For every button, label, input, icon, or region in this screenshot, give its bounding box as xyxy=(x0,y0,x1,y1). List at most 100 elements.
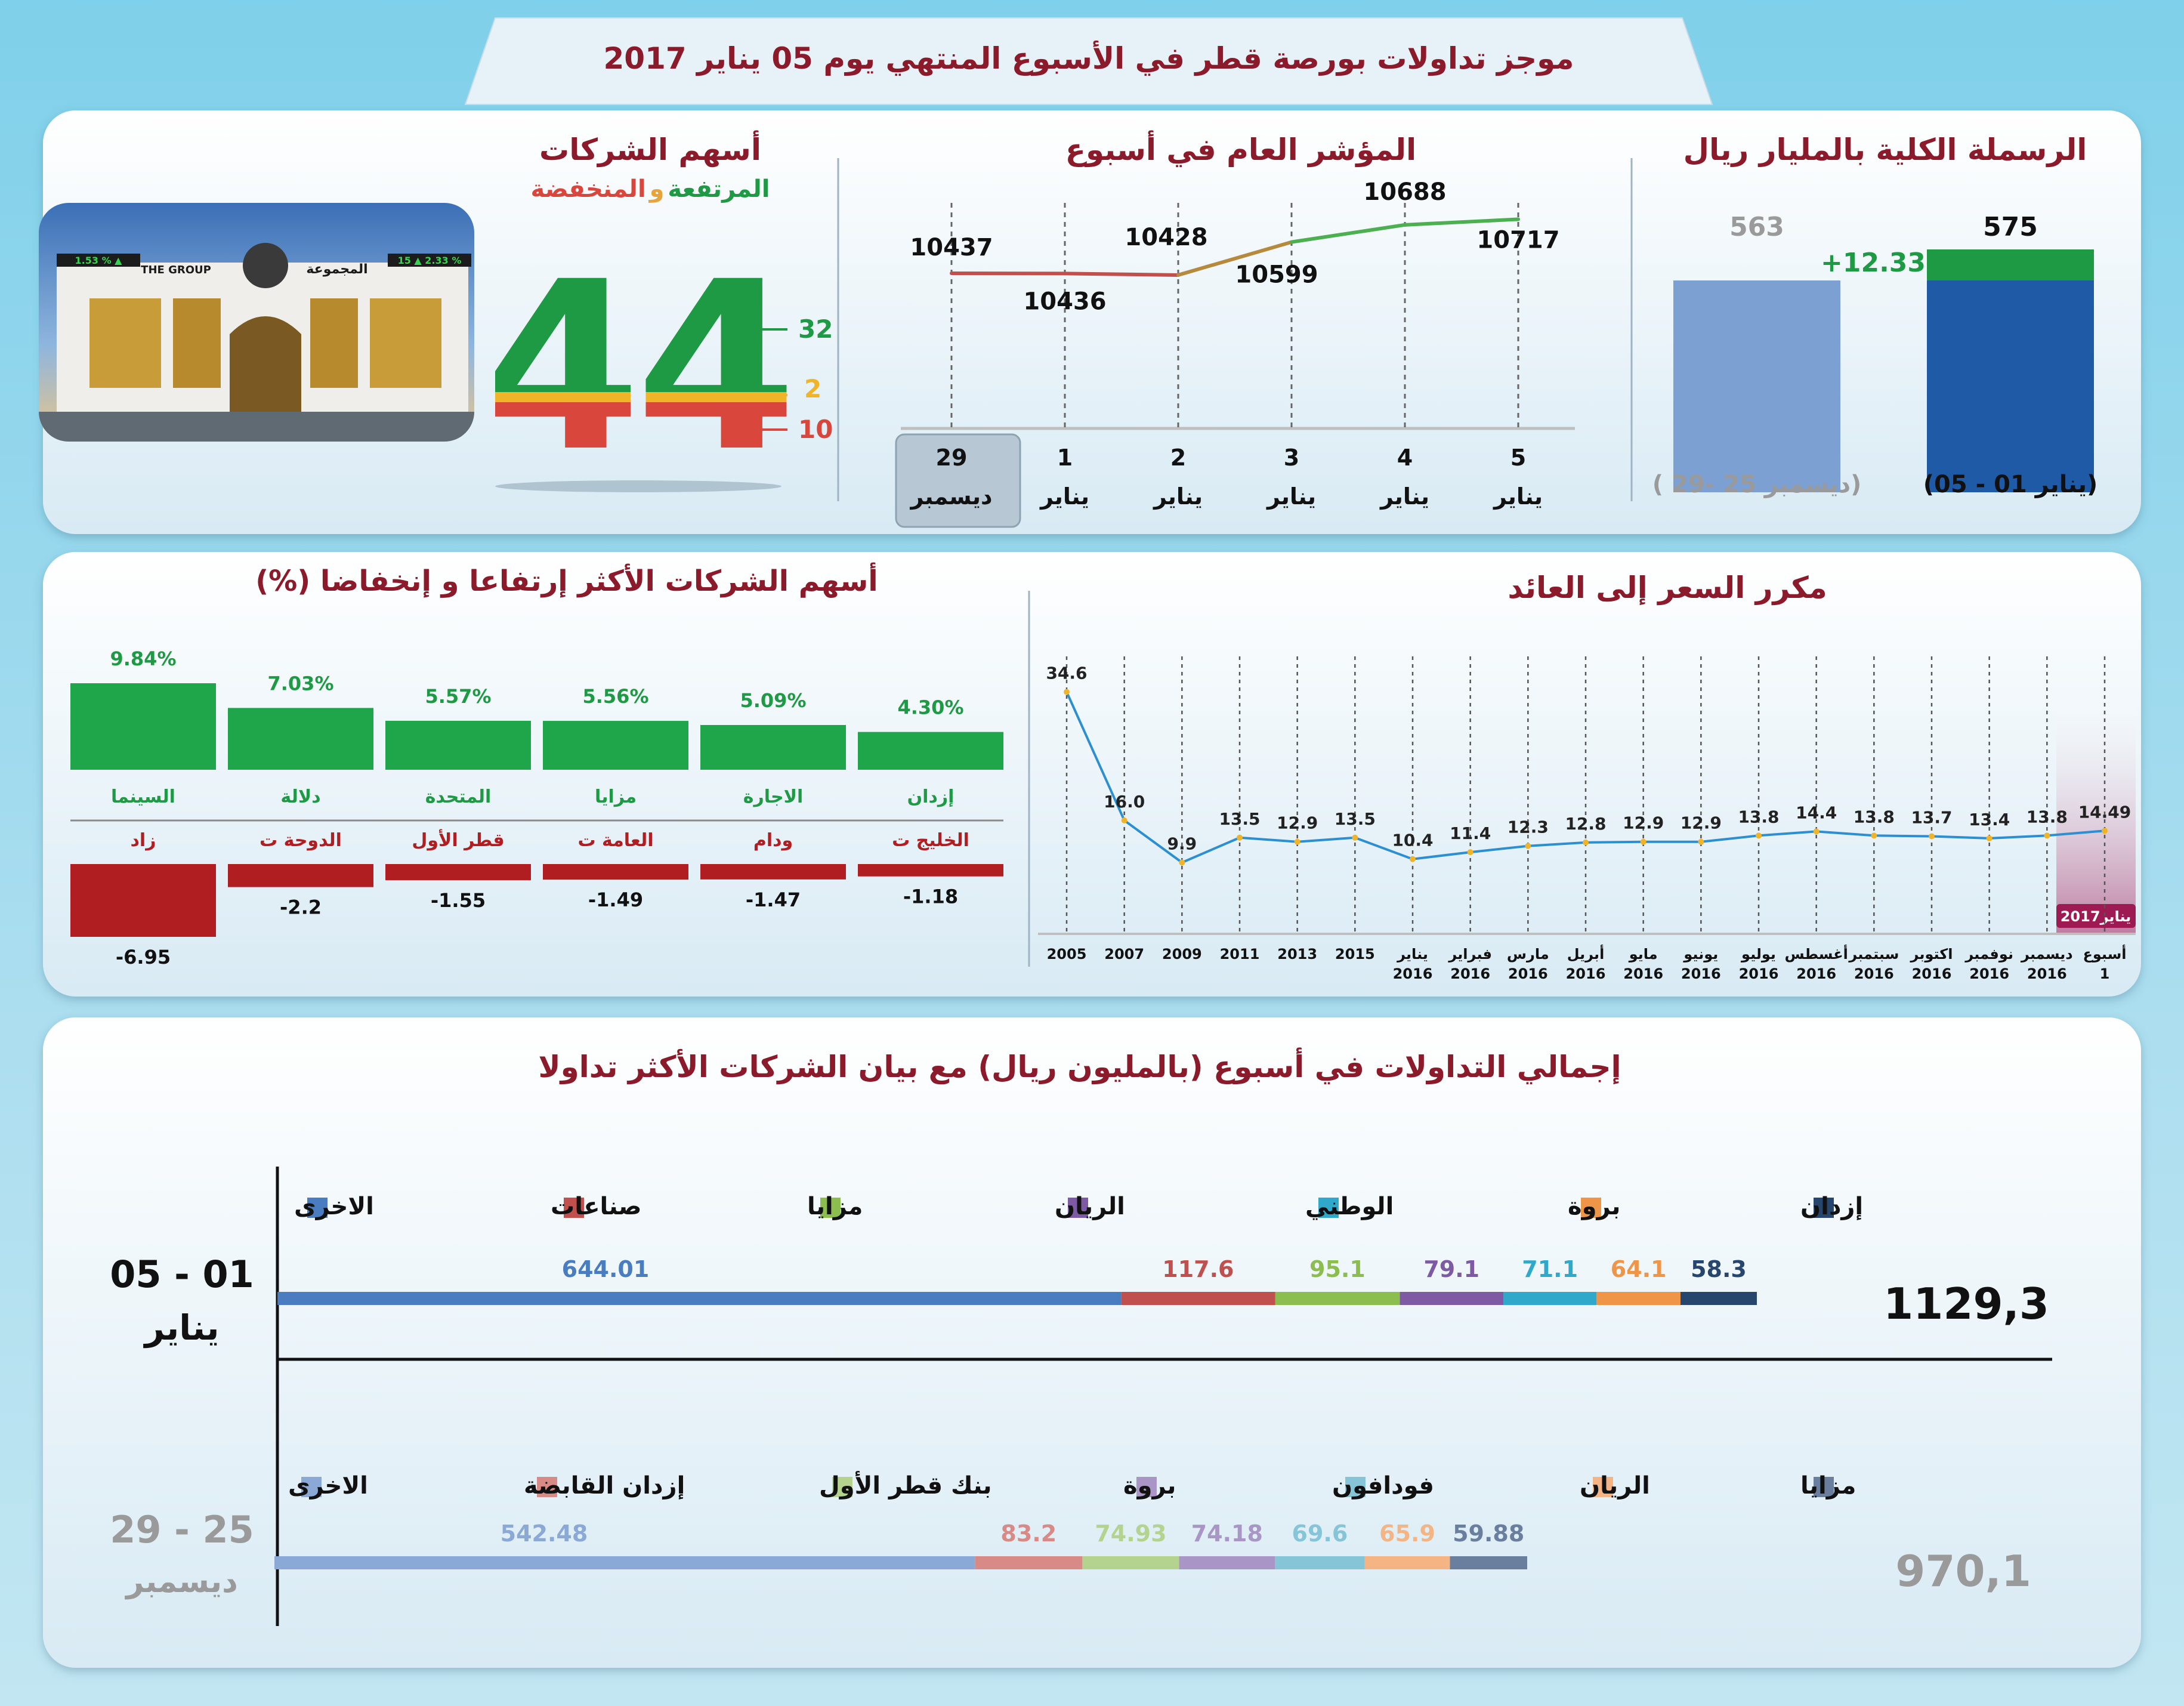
trading-segment-value: 71.1 xyxy=(1522,1256,1578,1282)
building-sign-en: THE GROUP xyxy=(141,264,211,276)
gainer-value-label: 7.03% xyxy=(267,672,333,695)
pe-x-label-line1: فبراير xyxy=(1448,946,1492,962)
index-x-day: 4 xyxy=(1397,445,1413,471)
panel-middle xyxy=(43,552,2141,997)
trading-segment-value: 59.88 xyxy=(1453,1520,1524,1547)
pe-x-labels: 2005 2007 2009 2011 2013 2015 يناير 2016 فبراير 2… xyxy=(1047,945,2127,982)
trading-legend-swatch xyxy=(1318,1198,1339,1218)
pe-point xyxy=(1756,832,1762,839)
trading-segment xyxy=(1596,1292,1681,1305)
pe-x-label-line2: 2016 xyxy=(1393,965,1433,982)
trading-legend-swatch xyxy=(1068,1198,1088,1218)
pe-value-label: 13.5 xyxy=(1335,809,1376,829)
pe-value-label: 34.6 xyxy=(1046,664,1087,683)
trading-legend-label: الوطني xyxy=(1305,1193,1394,1220)
trading-previous-period-line2: ديسمبر xyxy=(124,1564,238,1600)
pe-point xyxy=(1986,835,1993,841)
trading-legend-swatch xyxy=(301,1477,322,1497)
companies-subtitle-down: المنخفضة xyxy=(531,175,646,203)
pe-value-label: 14.4 xyxy=(1796,803,1837,822)
index-value-labels: 10437 10436 10428 10599 10688 10717 xyxy=(910,178,1559,316)
ticker-right: 15 ▲ 2.33 % xyxy=(398,255,462,266)
pe-point xyxy=(1352,834,1358,841)
pe-value-label: 12.8 xyxy=(1565,814,1606,834)
pe-value-label: 12.9 xyxy=(1277,813,1318,833)
trading-legend-label: بروة xyxy=(1123,1472,1176,1500)
pe-point xyxy=(1179,859,1185,866)
pe-x-label-line1: ديسمبر xyxy=(2021,946,2073,962)
gainer-name: المتحدة xyxy=(425,786,492,807)
companies-down-count: 10 xyxy=(798,415,833,444)
index-x-day: 5 xyxy=(1510,445,1526,471)
pe-point xyxy=(1525,843,1531,849)
companies-title: أسهم الشركات xyxy=(539,130,761,168)
trading-legend-swatch xyxy=(1345,1477,1366,1497)
gainer-bar xyxy=(70,683,216,770)
index-x-day: 3 xyxy=(1284,445,1299,471)
loser-value-label: -1.18 xyxy=(903,886,958,908)
pe-x-label-line2: 2016 xyxy=(1969,965,2009,982)
pe-value-label: 14.49 xyxy=(2078,802,2132,822)
pe-point xyxy=(1467,849,1473,856)
pe-x-label-line2: 2016 xyxy=(1450,965,1490,982)
pe-x-label-line1: 2015 xyxy=(1335,946,1375,962)
loser-bar xyxy=(700,864,846,880)
trading-legend-label: الاخرى xyxy=(288,1472,368,1500)
pe-line xyxy=(1064,689,2108,866)
loser-bar xyxy=(858,864,1003,877)
pe-x-label-line1: يوليو xyxy=(1741,946,1776,962)
pe-point xyxy=(1064,689,1070,695)
pe-value-label: 13.7 xyxy=(1911,807,1952,827)
gainer-bar xyxy=(385,720,531,770)
pe-point xyxy=(2102,828,2108,834)
market-cap-bar-current xyxy=(1927,280,2094,492)
pe-value-label: 13.4 xyxy=(1969,810,2010,829)
index-value-label: 10688 xyxy=(1363,178,1446,206)
market-cap-section: الرسملة الكلية بالمليار ريال 563 575 +12… xyxy=(1652,132,2098,498)
pe-value-label: 13.8 xyxy=(2027,807,2068,826)
trading-segment xyxy=(1179,1556,1275,1569)
pe-x-label-line1: أسبوع xyxy=(2083,945,2126,962)
market-cap-change: +12.33 xyxy=(1821,248,1926,278)
trading-legend-label: إزدان xyxy=(1800,1193,1863,1220)
title-tab: موجز تداولات بورصة قطر في الأسبوع المنته… xyxy=(464,17,1713,105)
market-cap-current-label: (يناير 01 - 05) xyxy=(1923,471,2098,498)
gainer-bar xyxy=(543,721,688,770)
index-x-month: يناير xyxy=(1493,483,1543,510)
index-value-label: 10428 xyxy=(1125,224,1207,251)
pe-badge-label: يناير2017 xyxy=(2061,908,2132,925)
index-x-month: يناير xyxy=(1153,483,1203,510)
pe-x-label-line1: 2013 xyxy=(1277,946,1317,962)
index-x-month: يناير xyxy=(1039,483,1089,510)
trading-current-period-line2: يناير xyxy=(143,1307,219,1349)
pe-x-label-line1: 2011 xyxy=(1220,946,1260,962)
trading-segment xyxy=(1400,1292,1504,1305)
trading-legend-swatch xyxy=(832,1477,852,1497)
loser-name: قطر الأول xyxy=(412,829,504,851)
trading-legend-label: بروة xyxy=(1568,1193,1620,1220)
pe-value-label: 13.5 xyxy=(1219,809,1260,829)
loser-value-label: -1.49 xyxy=(588,889,643,911)
pe-point xyxy=(1121,817,1127,823)
trading-segment-value: 64.1 xyxy=(1611,1256,1667,1282)
gainers-losers-title: أسهم الشركات الأكثر إرتفاعا و إنخفاضا (%… xyxy=(255,562,878,598)
pe-point xyxy=(1929,833,1935,840)
pe-x-label-line2: 1 xyxy=(2100,965,2110,982)
gainer-value-label: 5.56% xyxy=(582,685,648,708)
trading-legend-swatch xyxy=(537,1477,557,1497)
pe-value-label: 9.9 xyxy=(1167,834,1197,853)
market-cap-title: الرسملة الكلية بالمليار ريال xyxy=(1683,132,2087,168)
pe-value-labels: 34.6 16.0 9.9 13.5 12.9 13.5 10.4 11.4 12.3 12.8 1… xyxy=(1046,664,2131,854)
market-cap-bar-previous xyxy=(1673,280,1840,492)
gainer-name: السينما xyxy=(111,786,175,807)
gainer-name: الاجارة xyxy=(743,786,804,807)
pe-x-label-line1: 2005 xyxy=(1047,946,1087,962)
loser-name: ودام xyxy=(753,830,793,851)
index-x-day: 2 xyxy=(1170,445,1186,471)
loser-bar xyxy=(70,864,216,937)
trading-legend-label: الاخرى xyxy=(294,1193,374,1220)
panel-bottom xyxy=(43,1017,2141,1668)
pe-value-label: 10.4 xyxy=(1392,831,1433,850)
gainer-value-label: 5.09% xyxy=(740,689,806,712)
pe-x-label-line1: مايو xyxy=(1629,946,1658,962)
